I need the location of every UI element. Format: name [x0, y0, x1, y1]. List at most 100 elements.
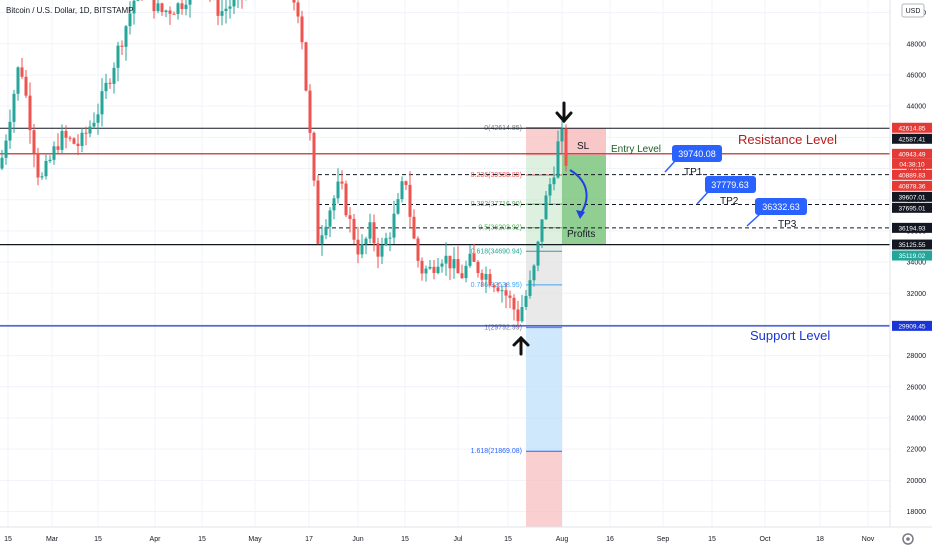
candle-body — [52, 146, 56, 160]
candle-body — [132, 0, 136, 14]
candle-body — [360, 244, 364, 255]
price-tag — [892, 122, 932, 133]
candle-body — [308, 90, 312, 133]
time-tick-label: 15 — [708, 536, 716, 543]
candle-body — [416, 238, 420, 261]
candle-body — [476, 261, 480, 274]
price-tag — [892, 191, 932, 202]
candle-body — [228, 6, 232, 9]
candle-body — [524, 295, 528, 307]
fib-level-label: 0.618(34690.94) — [471, 248, 522, 255]
price-axis[interactable] — [890, 0, 932, 527]
candle-body — [392, 213, 396, 238]
candle-body — [36, 153, 40, 178]
candle-body — [528, 280, 532, 296]
candle-body — [472, 253, 476, 262]
fib-zone-grey — [526, 248, 562, 326]
candle-body — [184, 4, 188, 10]
tp1-callout: 39740.08 TP1 — [664, 145, 722, 178]
price-tag — [892, 202, 932, 213]
candle-body — [160, 3, 164, 12]
tp2-callout: 37779.63 TP2 — [696, 176, 756, 207]
time-tick-label: May — [248, 536, 262, 543]
price-tag-label: 40943.49 — [898, 151, 925, 158]
price-tick-label: 44000 — [907, 104, 927, 111]
time-tick-label: 15 — [401, 536, 409, 543]
price-tick-label: 48000 — [907, 41, 927, 48]
price-tick-label: 34000 — [907, 260, 927, 267]
support-level-label: Support Level — [750, 328, 830, 343]
tp1-label: TP1 — [684, 167, 703, 178]
candle-body — [312, 132, 316, 181]
candle-body — [120, 45, 124, 47]
price-tag-label: 42587.41 — [898, 136, 925, 143]
currency-button[interactable]: USD — [901, 3, 925, 18]
time-tick-label: 16 — [606, 536, 614, 543]
candle-body — [24, 76, 28, 96]
candle-body — [88, 126, 92, 134]
curved-arrow-icon — [569, 169, 588, 216]
candle-body — [396, 199, 400, 214]
price-tick-label: 46000 — [907, 72, 927, 79]
time-tick-label: Apr — [150, 536, 162, 543]
price-tag-label: 36194.93 — [898, 225, 925, 232]
vertical-grid — [7, 0, 869, 527]
candle-body — [388, 237, 392, 239]
up-arrow-icon — [512, 335, 530, 356]
entry-level-label: Entry Level — [611, 144, 661, 155]
time-axis[interactable] — [0, 527, 890, 550]
profits-label: Profits — [567, 229, 595, 240]
resistance-level-label: Resistance Level — [738, 132, 837, 147]
candle-body — [84, 132, 88, 134]
candle-body — [224, 8, 228, 12]
fib-zone-green — [526, 156, 562, 248]
price-tags: 42614.85 42587.41 40943.49 04:38:10 40889.83… — [892, 122, 932, 331]
candle-body — [348, 215, 352, 219]
price-tag — [892, 222, 932, 233]
candle-body — [32, 130, 36, 154]
candle-body — [468, 253, 472, 266]
candle-body — [180, 3, 184, 10]
candle-body — [100, 91, 104, 115]
fib-level-label: 1.618(21869.08) — [471, 448, 522, 455]
fib-level-label: 1(29792.99) — [484, 325, 522, 332]
time-tick-label: Aug — [556, 536, 569, 543]
candle-body — [296, 2, 300, 17]
price-tag-label: 37695.01 — [898, 205, 925, 212]
candle-body — [376, 243, 380, 257]
price-tick-label: 28000 — [907, 353, 927, 360]
time-tick-label: 15 — [4, 536, 12, 543]
candle-body — [300, 16, 304, 43]
candle-body — [44, 161, 48, 177]
candle-body — [500, 290, 504, 292]
candle-body — [232, 0, 236, 7]
candle-body — [80, 132, 84, 147]
candle-body — [164, 10, 168, 12]
candle-body — [116, 45, 120, 68]
tp3-label: TP3 — [778, 219, 797, 230]
risk-zone-top — [526, 128, 562, 156]
candle-body — [168, 10, 172, 14]
candle-body — [556, 141, 560, 178]
candle-body — [12, 93, 16, 122]
candle-body — [136, 0, 140, 1]
candle-body — [124, 26, 128, 47]
candle-body — [532, 265, 536, 281]
time-tick-label: 15 — [198, 536, 206, 543]
candle-body — [552, 177, 556, 185]
candle-body — [332, 198, 336, 211]
candle-body — [128, 13, 132, 27]
price-tick-label: 22000 — [907, 447, 927, 454]
candle-body — [496, 287, 500, 292]
candle-body — [464, 265, 468, 279]
candle-body — [508, 295, 512, 298]
candle-body — [0, 157, 4, 169]
candle-body — [404, 181, 408, 185]
candle-body — [424, 268, 428, 274]
candle-body — [156, 3, 160, 12]
price-tag-label: 39607.01 — [898, 194, 925, 201]
profit-zone — [562, 155, 606, 245]
settings-icon[interactable] — [902, 533, 914, 545]
price-tag-countdown-bg — [892, 158, 932, 169]
